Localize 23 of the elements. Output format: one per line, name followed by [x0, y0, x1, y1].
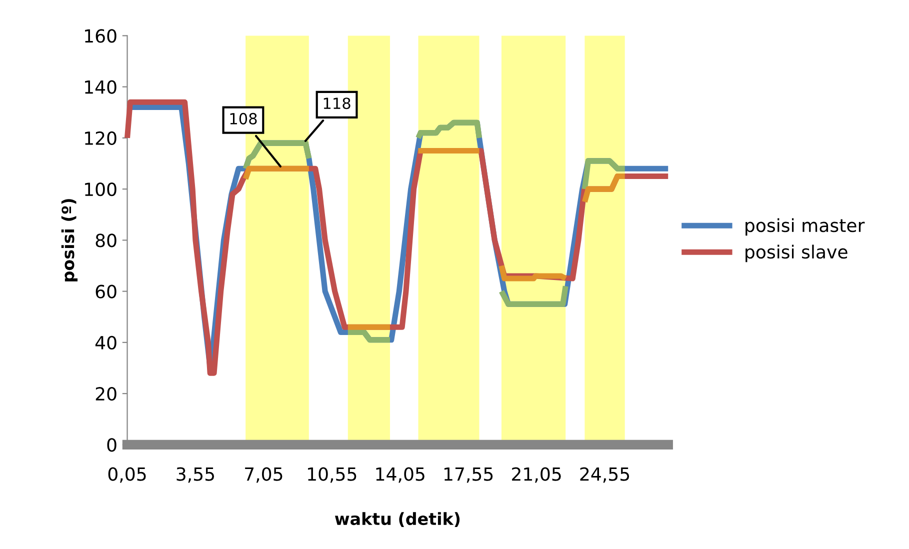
y-tick-label: 60 — [96, 284, 116, 298]
y-tick-label: 20 — [96, 387, 116, 401]
annotation: 118 — [324, 98, 350, 110]
x-tick-label: 17,55 — [444, 467, 493, 483]
x-tick-label: 3,55 — [176, 467, 214, 483]
legend-label: posisi slave — [746, 244, 848, 262]
y-tick-label: 160 — [85, 29, 116, 43]
x-tick-label: 7,05 — [245, 467, 282, 483]
legend-label: posisi master — [746, 218, 865, 236]
y-tick-label: 100 — [85, 182, 116, 196]
y-tick-label: 0 — [107, 438, 116, 452]
y-axis-title: posisi (º) — [61, 199, 78, 282]
y-tick-label: 40 — [95, 336, 116, 350]
y-tick-label: 120 — [85, 131, 116, 146]
x-tick-label: 14,05 — [376, 467, 424, 483]
x-tick-label: 21,05 — [512, 467, 561, 483]
x-tick-label: 10,55 — [308, 467, 356, 483]
annotation: 108 — [230, 112, 257, 124]
y-tick-label: 80 — [96, 234, 116, 248]
x-tick-label: 24,55 — [580, 467, 630, 483]
x-tick-label: 0,05 — [108, 467, 146, 483]
y-tick-label: 140 — [85, 80, 116, 94]
x-axis-title: waktu (detik) — [334, 512, 460, 528]
